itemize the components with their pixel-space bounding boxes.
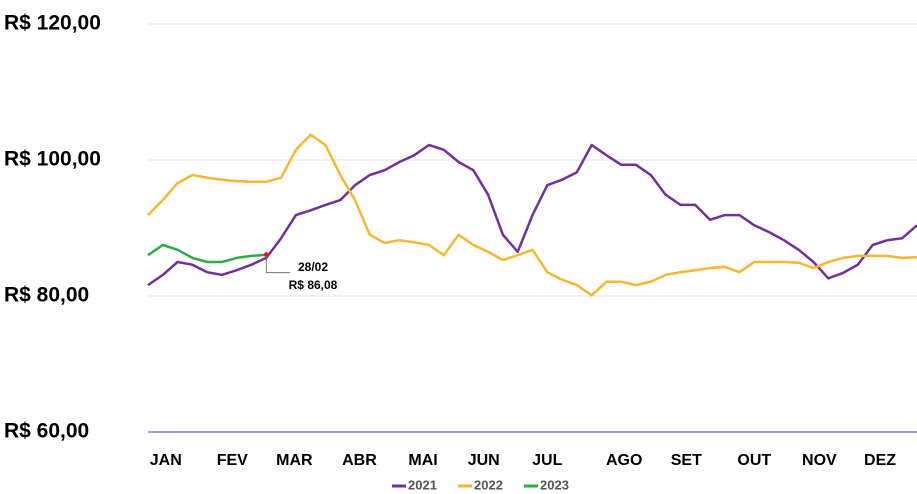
x-tick-label: MAI: [408, 452, 437, 469]
legend-label: 2023: [540, 477, 569, 492]
annotation-date: 28/02: [298, 260, 328, 274]
series-line: [147, 133, 917, 297]
callout-line: [265, 254, 291, 274]
y-tick-label: R$ 120,00: [4, 12, 101, 35]
y-tick-label: R$ 80,00: [4, 284, 89, 307]
y-tick-label: R$ 60,00: [4, 420, 89, 443]
x-tick-label: NOV: [802, 452, 837, 469]
x-tick-label: JAN: [150, 452, 182, 469]
x-tick-label: OUT: [737, 452, 771, 469]
annotation-marker: [263, 252, 269, 258]
x-tick-label: JUL: [532, 452, 562, 469]
series-line: [147, 243, 267, 264]
y-tick-label: R$ 100,00: [4, 148, 101, 171]
legend-label: 2022: [474, 477, 503, 492]
x-tick-label: ABR: [342, 452, 377, 469]
x-tick-label: SET: [671, 452, 702, 469]
x-tick-label: MAR: [276, 452, 313, 469]
annotation-value: R$ 86,08: [289, 278, 338, 292]
x-tick-label: FEV: [217, 452, 248, 469]
legend-label: 2021: [408, 477, 437, 492]
x-tick-label: DEZ: [864, 452, 896, 469]
x-tick-label: JUN: [468, 452, 500, 469]
x-tick-label: AGO: [606, 452, 642, 469]
series-line: [147, 143, 917, 287]
